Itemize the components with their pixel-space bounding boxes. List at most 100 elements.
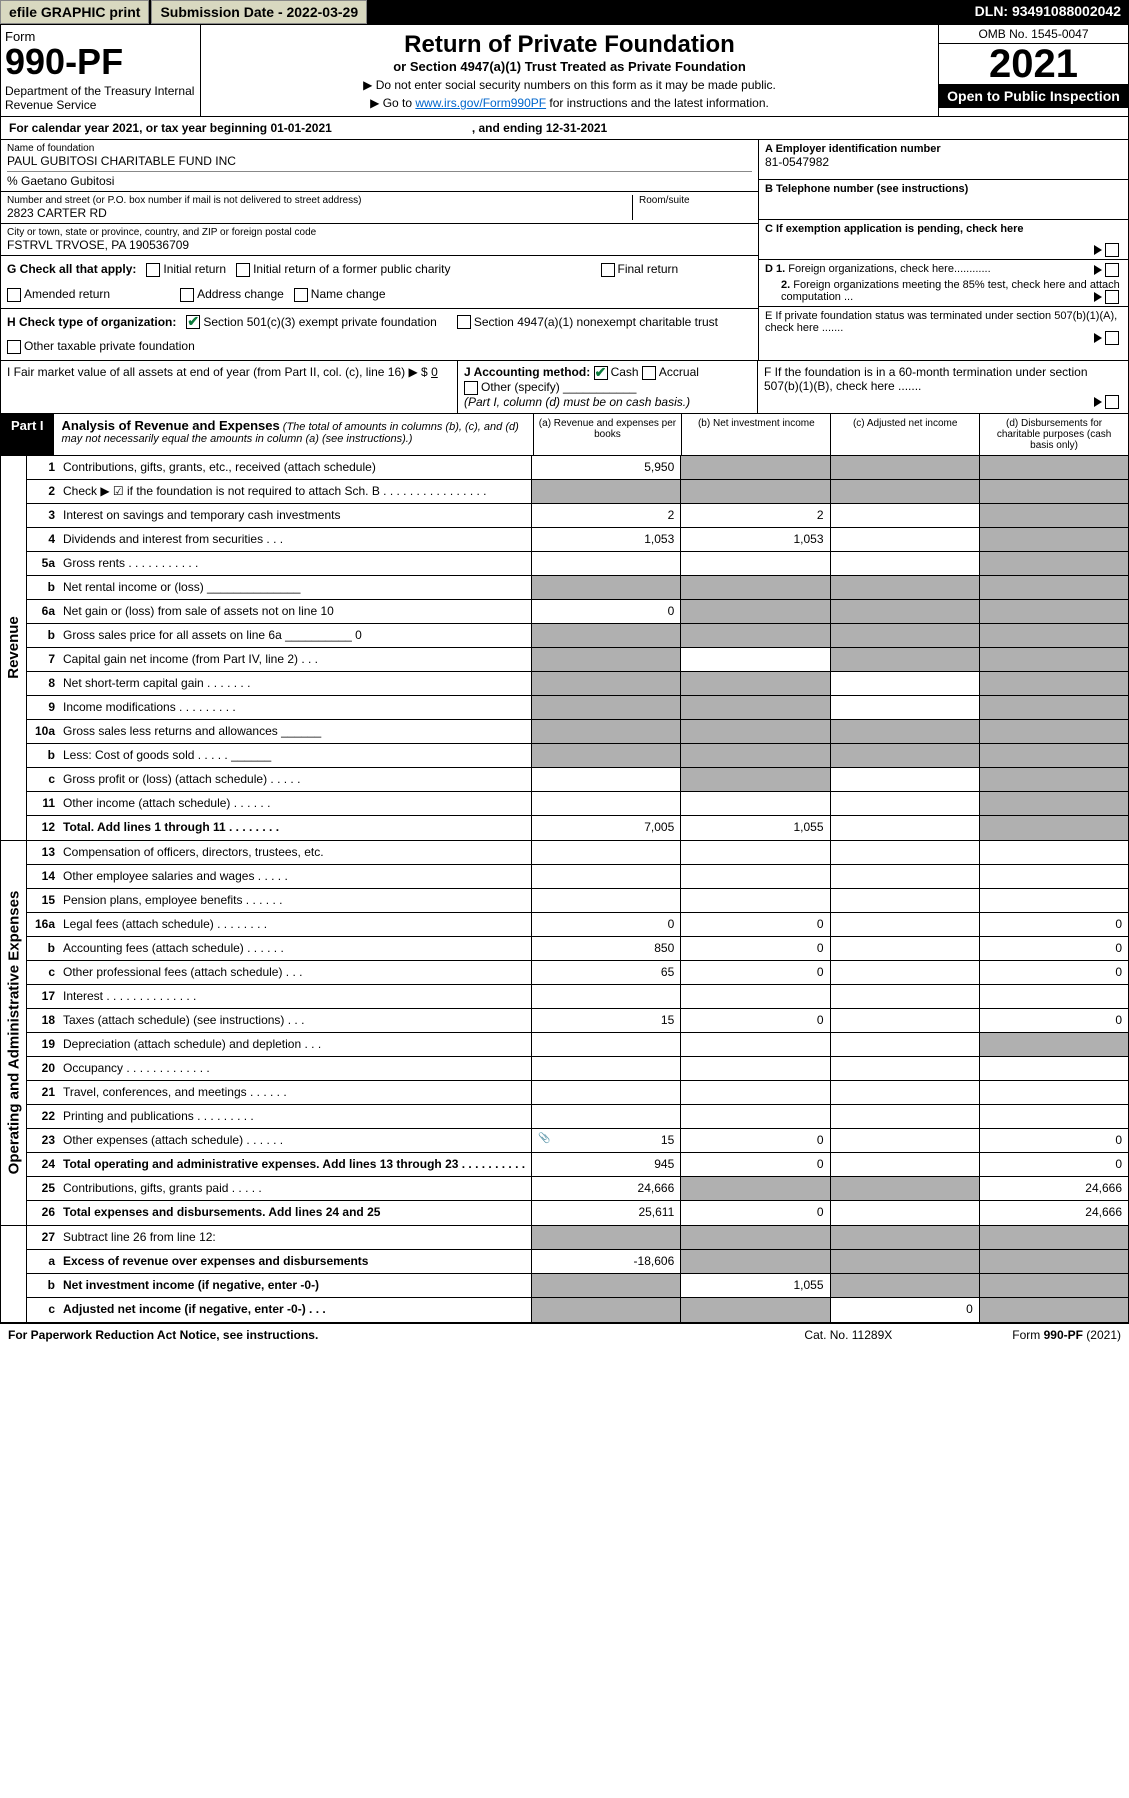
g-check-row: G Check all that apply: Initial return I… <box>1 256 758 309</box>
d2-check[interactable] <box>1105 290 1119 304</box>
dln: DLN: 93491088002042 <box>967 0 1129 24</box>
cell: 0 <box>531 913 680 936</box>
part1-title: Analysis of Revenue and Expenses <box>62 418 280 433</box>
cell: 2 <box>531 504 680 527</box>
cell <box>830 1105 979 1128</box>
cell <box>531 720 680 743</box>
cell <box>830 648 979 671</box>
cell <box>830 1153 979 1176</box>
cell <box>979 1250 1128 1273</box>
cell <box>979 1226 1128 1249</box>
submission-date: Submission Date - 2022-03-29 <box>151 0 367 24</box>
table-row: 22Printing and publications . . . . . . … <box>27 1105 1128 1129</box>
name-change-check[interactable] <box>294 288 308 302</box>
cell <box>830 672 979 695</box>
cell <box>830 816 979 840</box>
initial-return-check[interactable] <box>146 263 160 277</box>
cell: 0 <box>979 1009 1128 1032</box>
other-taxable-check[interactable] <box>7 340 21 354</box>
cell: 0 <box>680 1201 829 1225</box>
cell <box>531 744 680 767</box>
accrual-check[interactable] <box>642 366 656 380</box>
cell <box>680 600 829 623</box>
part1-tag: Part I <box>1 414 54 455</box>
cash-check[interactable] <box>594 366 608 380</box>
d1-check[interactable] <box>1105 263 1119 277</box>
irs-link[interactable]: www.irs.gov/Form990PF <box>415 96 546 110</box>
amended-return-check[interactable] <box>7 288 21 302</box>
d2-label: Foreign organizations meeting the 85% te… <box>781 279 1120 303</box>
cell <box>979 1033 1128 1056</box>
cell <box>979 600 1128 623</box>
cell <box>979 985 1128 1008</box>
cell <box>680 480 829 503</box>
table-row: bNet rental income or (loss) ___________… <box>27 576 1128 600</box>
cell <box>680 744 829 767</box>
form-ref: Form 990-PF (2021) <box>1012 1328 1121 1342</box>
final-return-check[interactable] <box>601 263 615 277</box>
name-label: Name of foundation <box>7 143 752 154</box>
ein-label: A Employer identification number <box>765 143 941 155</box>
cell <box>979 1105 1128 1128</box>
cell <box>830 961 979 984</box>
table-row: 19Depreciation (attach schedule) and dep… <box>27 1033 1128 1057</box>
arrow-icon <box>1094 397 1102 407</box>
initial-public-check[interactable] <box>236 263 250 277</box>
cell <box>531 576 680 599</box>
fmv-value: 0 <box>431 365 438 379</box>
table-row: 13Compensation of officers, directors, t… <box>27 841 1128 865</box>
table-row: 2Check ▶ ☑ if the foundation is not requ… <box>27 480 1128 504</box>
cell <box>979 552 1128 575</box>
cell: 0 <box>680 1129 829 1152</box>
f-check[interactable] <box>1105 395 1119 409</box>
cell: 0 <box>680 937 829 960</box>
cell: 15 <box>531 1129 680 1152</box>
dept-treasury: Department of the Treasury Internal Reve… <box>5 84 196 112</box>
cell <box>830 768 979 791</box>
table-row: 1Contributions, gifts, grants, etc., rec… <box>27 456 1128 480</box>
lower-info: I Fair market value of all assets at end… <box>0 361 1129 414</box>
exemption-check[interactable] <box>1105 243 1119 257</box>
col-a-header: (a) Revenue and expenses per books <box>534 414 683 455</box>
cell <box>830 889 979 912</box>
cell <box>531 1105 680 1128</box>
cell <box>830 456 979 479</box>
table-row: 9Income modifications . . . . . . . . . <box>27 696 1128 720</box>
4947-check[interactable] <box>457 315 471 329</box>
table-row: bLess: Cost of goods sold . . . . . ____… <box>27 744 1128 768</box>
cell: 15 <box>531 1009 680 1032</box>
efile-print-button[interactable]: efile GRAPHIC print <box>0 0 149 24</box>
address-change-check[interactable] <box>180 288 194 302</box>
street-addr: 2823 CARTER RD <box>7 206 632 220</box>
cell <box>680 552 829 575</box>
cell <box>830 985 979 1008</box>
city-label: City or town, state or province, country… <box>7 227 752 238</box>
cell <box>531 792 680 815</box>
cell <box>680 792 829 815</box>
cell: 24,666 <box>979 1201 1128 1225</box>
cell <box>979 480 1128 503</box>
cell <box>830 576 979 599</box>
other-method-check[interactable] <box>464 381 478 395</box>
e-check[interactable] <box>1105 331 1119 345</box>
cell: 0 <box>680 1153 829 1176</box>
cell <box>830 913 979 936</box>
cell <box>830 744 979 767</box>
cell: 0 <box>680 1009 829 1032</box>
cell <box>979 865 1128 888</box>
col-d-header: (d) Disbursements for charitable purpose… <box>980 414 1128 455</box>
table-row: 24Total operating and administrative exp… <box>27 1153 1128 1177</box>
cell <box>680 1105 829 1128</box>
cell <box>830 528 979 551</box>
foundation-name: PAUL GUBITOSI CHARITABLE FUND INC <box>7 154 752 168</box>
table-row: cAdjusted net income (if negative, enter… <box>27 1298 1128 1322</box>
501c3-check[interactable] <box>186 315 200 329</box>
cell: 0 <box>979 1129 1128 1152</box>
cell <box>979 1081 1128 1104</box>
cell <box>830 1250 979 1273</box>
arrow-icon <box>1094 292 1102 302</box>
cell <box>531 768 680 791</box>
table-row: 23Other expenses (attach schedule) . . .… <box>27 1129 1128 1153</box>
cell <box>979 841 1128 864</box>
f-label: F If the foundation is in a 60-month ter… <box>764 365 1088 393</box>
